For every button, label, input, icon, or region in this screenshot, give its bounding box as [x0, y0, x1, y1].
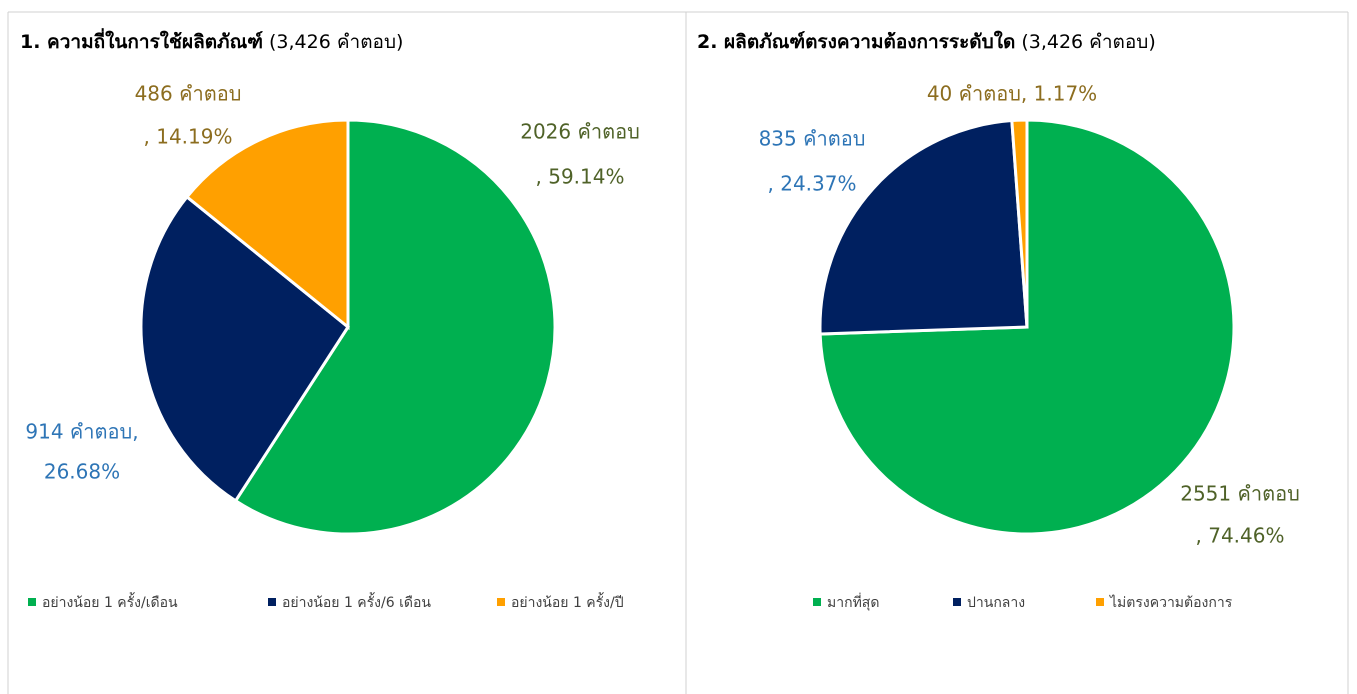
pie-slice [139, 194, 350, 503]
data-label: 26.68% [44, 460, 120, 484]
data-label: , 59.14% [536, 165, 625, 189]
subtitle: (3,426 คำตอบ) [1021, 31, 1155, 53]
data-label: , 74.46% [1196, 524, 1285, 548]
legend-swatch [953, 598, 961, 606]
data-label: 835 คำตอบ [759, 127, 866, 151]
legend-swatch [1096, 598, 1104, 606]
pie-slice [1010, 118, 1029, 328]
legend-label: อย่างน้อย 1 ครั้ง/เดือน [42, 592, 178, 611]
title: 2. ผลิตภัณฑ์ตรงความต้องการระดับใด [697, 30, 1015, 53]
data-label: , 24.37% [768, 172, 857, 196]
legend-label: มากที่สุด [827, 593, 879, 611]
pie-slice [818, 118, 1029, 336]
legend-label: ไม่ตรงความต้องการ [1109, 594, 1233, 611]
legend-label: อย่างน้อย 1 ครั้ง/ปี [511, 592, 624, 611]
legend-label: อย่างน้อย 1 ครั้ง/6 เดือน [282, 592, 431, 611]
legend-label: ปานกลาง [967, 595, 1025, 611]
pie-slice [184, 118, 350, 331]
data-label: 2551 คำตอบ [1180, 482, 1300, 506]
data-label: , 14.19% [144, 125, 233, 149]
legend-swatch [28, 598, 36, 606]
chart-title: 1. ความถี่ในการใช้ผลิตภัณฑ์ (3,426 คำตอบ) [20, 28, 403, 53]
title: 1. ความถี่ในการใช้ผลิตภัณฑ์ [20, 28, 263, 53]
data-label: 40 คำตอบ, 1.17% [927, 82, 1097, 106]
pie-slice [233, 118, 557, 536]
subtitle: (3,426 คำตอบ) [269, 31, 403, 53]
data-label: 914 คำตอบ, [25, 420, 138, 444]
chart-title: 2. ผลิตภัณฑ์ตรงความต้องการระดับใด (3,426 … [697, 30, 1156, 53]
legend-swatch [813, 598, 821, 606]
data-label: 2026 คำตอบ [520, 120, 640, 144]
data-label: 486 คำตอบ [135, 82, 242, 106]
legend-swatch [497, 598, 505, 606]
legend-swatch [268, 598, 276, 606]
